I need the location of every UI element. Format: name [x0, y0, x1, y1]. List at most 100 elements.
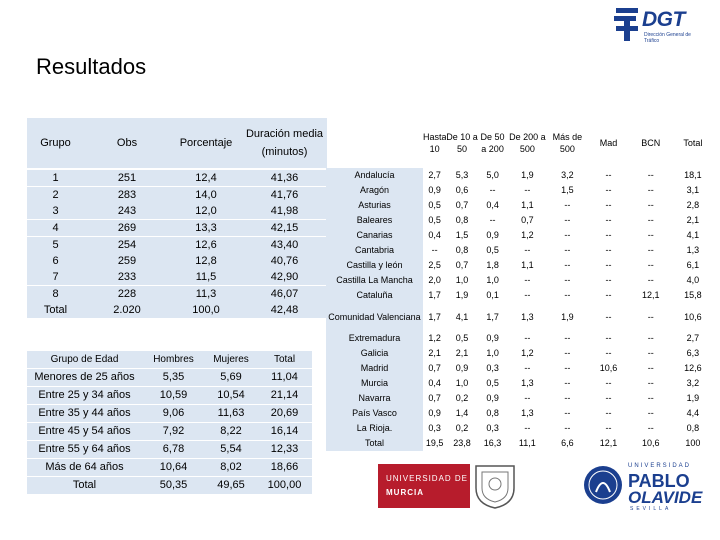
table-cell: 0,9 — [428, 185, 441, 195]
table-cell: -- — [647, 363, 654, 373]
table-cell: 0,8 — [455, 245, 469, 255]
table-cell: -- — [605, 200, 612, 210]
table-cell: 14,0 — [170, 186, 242, 203]
table-cell: -- — [647, 378, 654, 388]
table-cell: 1,2 — [521, 230, 534, 240]
row-label: Castilla y león — [326, 258, 423, 273]
table-cell: 43,40 — [242, 236, 327, 253]
table-row: Andalucía 2,7 5,3 5,0 1,9 3,2 -- -- 18,1 — [326, 168, 714, 183]
table-cell: 0,3 — [428, 423, 441, 433]
table-cell: -- — [489, 185, 496, 195]
table-cell: 1,1 — [521, 260, 534, 270]
table-cell: 40,76 — [270, 255, 299, 267]
row-label: Entre 25 y 34 años — [27, 386, 142, 405]
table-cell: 3,2 — [686, 378, 700, 388]
row-label: Total — [326, 436, 423, 451]
page-title: Resultados — [36, 54, 147, 79]
table-cell: 4,0 — [686, 275, 700, 285]
table-cell: 20,69 — [257, 404, 312, 423]
table-cell: -- — [605, 275, 612, 285]
table-cell: -- — [564, 230, 571, 240]
table-cell: 1,7 — [428, 312, 441, 322]
table-cell: 1,0 — [455, 378, 469, 388]
column-header: Hasta 10 — [423, 132, 447, 154]
table-cell: -- — [564, 393, 571, 403]
row-label: Total — [27, 476, 142, 494]
table-cell: 7,92 — [142, 422, 205, 441]
column-header: Mujeres — [205, 350, 257, 369]
table-cell: 0,7 — [455, 200, 469, 210]
table-cell: 1,1 — [521, 200, 534, 210]
table-row: 1 251 12,4 41,36 — [27, 169, 327, 187]
column-header: Grupo de Edad — [27, 350, 142, 369]
column-header: Más de 500 — [552, 132, 583, 154]
table-cell: 1,3 — [521, 408, 534, 418]
table-cell: -- — [605, 170, 612, 180]
row-label: 2 — [27, 186, 84, 203]
table-cell: 11,63 — [205, 404, 257, 423]
table-cell: 1,2 — [521, 348, 534, 358]
table-cell: -- — [647, 260, 654, 270]
table-cell: 4,1 — [455, 312, 469, 322]
table-cell: 1,0 — [486, 348, 499, 358]
row-label: Extremadura — [326, 331, 423, 346]
table-cell: -- — [647, 200, 654, 210]
table-cell: 0,9 — [428, 408, 441, 418]
table-row: Murcia 0,4 1,0 0,5 1,3 -- -- -- 3,2 — [326, 376, 714, 391]
table-cell: 11,1 — [518, 438, 536, 448]
row-label: Castilla La Mancha — [326, 273, 423, 288]
row-label: 6 — [52, 255, 59, 267]
table-cell: 12,1 — [599, 438, 618, 448]
table-cell: -- — [605, 215, 612, 225]
table-cell: -- — [524, 393, 531, 403]
groups-table-body: 1 251 12,4 41,36 2 283 14,0 41,76 3 243 12,0 41,98 4… — [27, 169, 327, 318]
table-cell: 0,7 — [521, 215, 534, 225]
upo-seal-icon — [584, 466, 622, 504]
table-cell: 1,9 — [455, 290, 469, 300]
table-cell: -- — [647, 245, 654, 255]
table-cell: 2,0 — [428, 275, 441, 285]
row-label: Cantabria — [326, 243, 423, 258]
table-cell: -- — [524, 290, 531, 300]
table-cell: 10,59 — [142, 386, 205, 405]
table-cell: 269 — [84, 219, 170, 237]
table-cell: 11,5 — [195, 271, 217, 283]
table-row: 4 269 13,3 42,15 — [27, 219, 327, 237]
table-cell: 6,78 — [142, 440, 205, 459]
table-cell: 10,64 — [142, 458, 205, 477]
table-cell: 1,3 — [686, 245, 700, 255]
table-cell: 6,1 — [686, 260, 700, 270]
table-cell: 0,5 — [486, 245, 499, 255]
table-cell: 1,8 — [486, 260, 499, 270]
table-row: Madrid 0,7 0,9 0,3 -- -- 10,6 -- 12,6 — [326, 361, 714, 376]
table-cell: 0,2 — [455, 423, 469, 433]
upo-logo-line1: UNIVERSIDAD — [628, 463, 692, 469]
row-label: La Rioja. — [326, 421, 423, 436]
table-cell: -- — [564, 200, 571, 210]
table-cell: -- — [605, 348, 612, 358]
table-cell: 2,7 — [428, 170, 441, 180]
table-cell: 10,6 — [684, 312, 702, 322]
table-cell: 1,0 — [455, 275, 469, 285]
table-cell: 0,6 — [455, 185, 469, 195]
table-cell: 42,15 — [242, 219, 327, 237]
table-cell: 233 — [117, 271, 137, 283]
column-header: BCN — [641, 138, 661, 148]
upo-logo-line3: OLAVIDE — [628, 488, 703, 507]
table-cell: 21,14 — [257, 386, 312, 405]
table-cell: 251 — [117, 172, 137, 184]
table-cell: 0,5 — [428, 200, 441, 210]
table-cell: 12,6 — [684, 363, 702, 373]
table-cell: 1,5 — [561, 185, 574, 195]
age-table-body: Menores de 25 años 5,35 5,69 11,04 Entre 25 … — [27, 368, 312, 494]
table-cell: -- — [605, 378, 612, 388]
table-row: Total 50,35 49,65 100,00 — [27, 476, 312, 494]
column-header: Total — [683, 138, 703, 148]
table-cell: 10,54 — [205, 386, 257, 405]
table-row: Entre 35 y 44 años 9,06 11,63 20,69 — [27, 404, 312, 423]
table-row: Castilla y león 2,5 0,7 1,8 1,1 -- -- -- 6,1 — [326, 258, 714, 273]
table-cell: 18,1 — [684, 170, 702, 180]
table-cell: 0,2 — [455, 393, 469, 403]
table-cell: -- — [564, 215, 571, 225]
table-cell: 8,02 — [205, 458, 257, 477]
